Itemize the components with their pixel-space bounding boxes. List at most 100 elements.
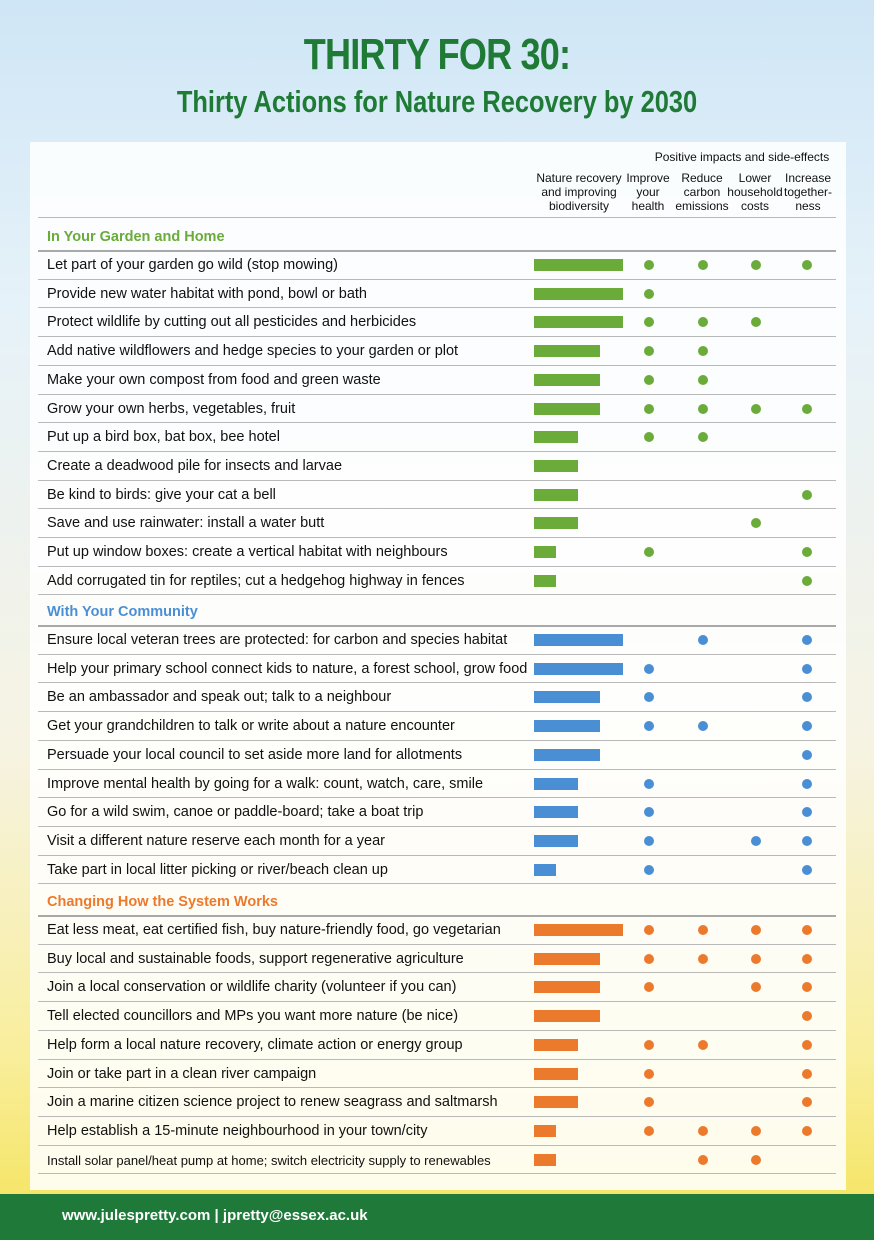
- action-label: Take part in local litter picking or riv…: [47, 861, 388, 878]
- impact-dot-icon: [802, 489, 812, 500]
- impact-dot-icon: [698, 953, 708, 964]
- impact-dot-icon: [698, 403, 708, 414]
- impact-dot-icon: [644, 721, 654, 732]
- section-divider: [38, 250, 836, 252]
- impact-dot-icon: [698, 1039, 708, 1050]
- row-divider: [38, 537, 836, 538]
- row-divider: [38, 307, 836, 309]
- header-divider: [38, 217, 836, 218]
- impact-dot-icon: [751, 982, 761, 993]
- section-divider: [38, 625, 836, 627]
- impact-dot-icon: [698, 374, 708, 385]
- action-label: Put up window boxes: create a vertical h…: [47, 544, 448, 560]
- table-row: Let part of your garden go wild (stop mo…: [30, 251, 846, 280]
- row-divider: [38, 393, 836, 395]
- action-label: Join a marine citizen science project to…: [47, 1094, 498, 1111]
- row-divider: [38, 653, 836, 655]
- row-divider: [38, 422, 836, 424]
- impact-dot-icon: [802, 925, 812, 935]
- section-title: With Your Community: [47, 604, 198, 620]
- impact-dot-icon: [644, 1097, 654, 1108]
- action-label: Provide new water habitat with pond, bow…: [47, 285, 367, 302]
- section-title: Changing How the System Works: [47, 894, 278, 910]
- row-divider: [38, 1087, 836, 1089]
- table-row: Install solar panel/heat pump at home; s…: [30, 1146, 846, 1175]
- impact-dot-icon: [644, 260, 654, 270]
- impact-dot-icon: [644, 432, 654, 443]
- impact-dot-icon: [698, 925, 708, 935]
- nature-recovery-bar: [534, 952, 600, 965]
- action-label: Let part of your garden go wild (stop mo…: [47, 257, 338, 273]
- impact-dot-icon: [698, 721, 708, 732]
- impact-dot-icon: [644, 1039, 654, 1050]
- nature-recovery-bar: [534, 1067, 578, 1080]
- nature-recovery-bar: [534, 777, 578, 790]
- impact-dot-icon: [644, 1068, 654, 1079]
- section-title: In Your Garden and Home: [47, 229, 225, 245]
- row-divider: [38, 711, 836, 713]
- nature-recovery-bar: [534, 691, 600, 704]
- action-label: Help your primary school connect kids to…: [47, 660, 528, 677]
- nature-recovery-bar: [534, 834, 578, 847]
- impact-dot-icon: [802, 1011, 812, 1022]
- action-label: Protect wildlife by cutting out all pest…: [47, 314, 417, 331]
- impact-dot-icon: [644, 288, 654, 299]
- table-row: Protect wildlife by cutting out all pest…: [30, 308, 846, 337]
- row-divider: [38, 278, 836, 280]
- impact-dot-icon: [644, 317, 654, 328]
- row-divider: [38, 565, 836, 567]
- action-label: Visit a different nature reserve each mo…: [47, 832, 385, 849]
- table-row: Visit a different nature reserve each mo…: [30, 827, 846, 856]
- table-row: Improve mental health by going for a wal…: [30, 770, 846, 799]
- row-divider: [38, 797, 836, 799]
- row-divider: [38, 1173, 836, 1175]
- action-label: Eat less meat, eat certified fish, buy n…: [47, 922, 501, 938]
- row-divider: [38, 1029, 836, 1031]
- action-label: Add native wildflowers and hedge species…: [47, 343, 459, 360]
- impact-dot-icon: [644, 835, 654, 846]
- impact-dot-icon: [802, 749, 812, 760]
- nature-recovery-bar: [534, 1096, 578, 1109]
- nature-recovery-bar: [534, 345, 600, 358]
- action-label: Put up a bird box, bat box, bee hotel: [47, 429, 280, 446]
- nature-recovery-bar: [534, 488, 578, 501]
- impact-dot-icon: [698, 260, 708, 270]
- row-divider: [38, 943, 836, 945]
- row-divider: [38, 883, 836, 885]
- table-row: Be kind to birds: give your cat a bell: [30, 481, 846, 510]
- action-label: Be kind to birds: give your cat a bell: [47, 486, 276, 503]
- row-divider: [38, 594, 836, 596]
- action-label: Save and use rainwater: install a water …: [47, 515, 325, 532]
- actions-table: Positive impacts and side-effects Nature…: [30, 142, 846, 1190]
- nature-recovery-bar: [534, 316, 623, 329]
- impact-dot-icon: [644, 864, 654, 875]
- action-label: Buy local and sustainable foods, support…: [47, 950, 464, 967]
- action-label: Join or take part in a clean river campa…: [47, 1065, 317, 1082]
- nature-recovery-bar: [534, 546, 556, 558]
- impact-dot-icon: [644, 403, 654, 414]
- table-row: Join a local conservation or wildlife ch…: [30, 973, 846, 1002]
- table-row: Join a marine citizen science project to…: [30, 1088, 846, 1117]
- impact-dot-icon: [644, 953, 654, 964]
- action-label: Help form a local nature recovery, clima…: [47, 1036, 463, 1053]
- row-divider: [38, 1058, 836, 1060]
- row-divider: [38, 450, 836, 452]
- action-label: Persuade your local council to set aside…: [47, 746, 463, 763]
- action-label: Be an ambassador and speak out; talk to …: [47, 689, 392, 706]
- impact-dot-icon: [698, 432, 708, 443]
- impact-dot-icon: [644, 1125, 654, 1136]
- impact-dot-icon: [802, 864, 812, 875]
- impact-dot-icon: [802, 982, 812, 993]
- table-row: Add corrugated tin for reptiles; cut a h…: [30, 567, 846, 596]
- action-label: Ensure local veteran trees are protected…: [47, 632, 508, 648]
- impact-dot-icon: [802, 692, 812, 703]
- column-header-costs: Lower household costs: [727, 171, 783, 213]
- impact-dot-icon: [802, 721, 812, 732]
- nature-recovery-bar: [534, 431, 578, 444]
- row-divider: [38, 336, 836, 338]
- section-divider: [38, 915, 836, 917]
- impact-dot-icon: [751, 925, 761, 935]
- impact-dot-icon: [751, 835, 761, 846]
- impact-dot-icon: [802, 807, 812, 818]
- action-label: Tell elected councillors and MPs you wan…: [47, 1008, 459, 1025]
